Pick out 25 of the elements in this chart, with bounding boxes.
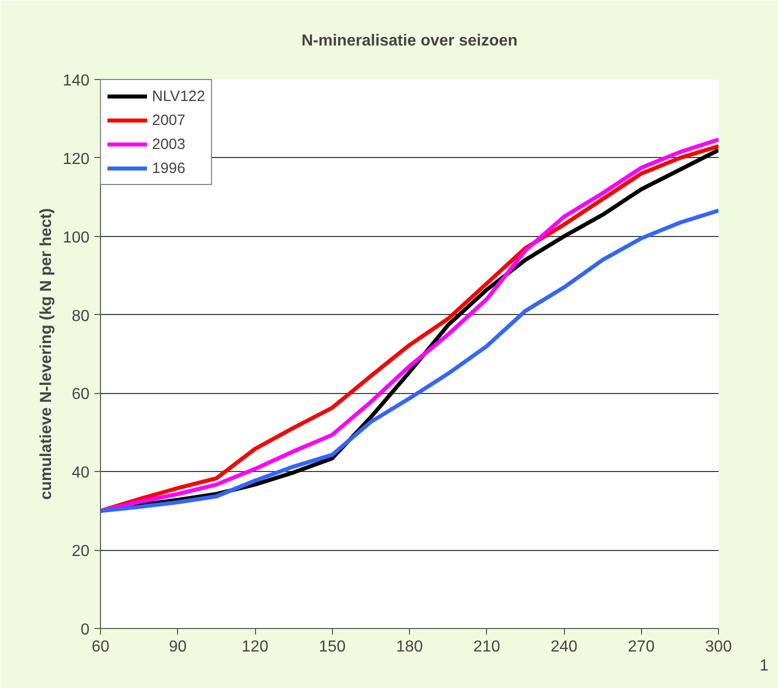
x-tick-label: 300 (705, 638, 732, 656)
y-tick-label: 20 (72, 543, 90, 560)
x-tick-label: 60 (92, 638, 110, 656)
y-tick-label: 60 (72, 386, 90, 404)
text: 1 (760, 658, 769, 674)
x-tick-label: 120 (242, 638, 268, 656)
y-tick-label: 140 (62, 72, 90, 90)
x-tick-label: 150 (318, 638, 346, 656)
y-tick-label: 80 (72, 308, 90, 325)
legend-label: 2003 (152, 136, 186, 152)
x-tick-label: 240 (550, 638, 578, 656)
x-tick-label: 90 (168, 638, 187, 656)
y-tick-label: 100 (62, 229, 90, 246)
x-tick-label: 210 (473, 638, 500, 656)
chart-title: N-mineralisatie over seizoen (301, 32, 518, 50)
y-axis-title: cumulatieve N-levering (kg N per hect) (38, 208, 55, 500)
x-tick-label: 270 (628, 638, 655, 656)
legend-label: NLV122 (152, 88, 206, 104)
y-tick-label: 40 (72, 464, 90, 482)
legend-label: 2007 (152, 112, 186, 128)
y-tick-label: 120 (62, 150, 90, 168)
x-tick-label: 180 (396, 638, 423, 656)
line-series (100, 208, 718, 513)
y-tick-label: 0 (80, 622, 90, 638)
legend-label: 1996 (152, 160, 186, 176)
